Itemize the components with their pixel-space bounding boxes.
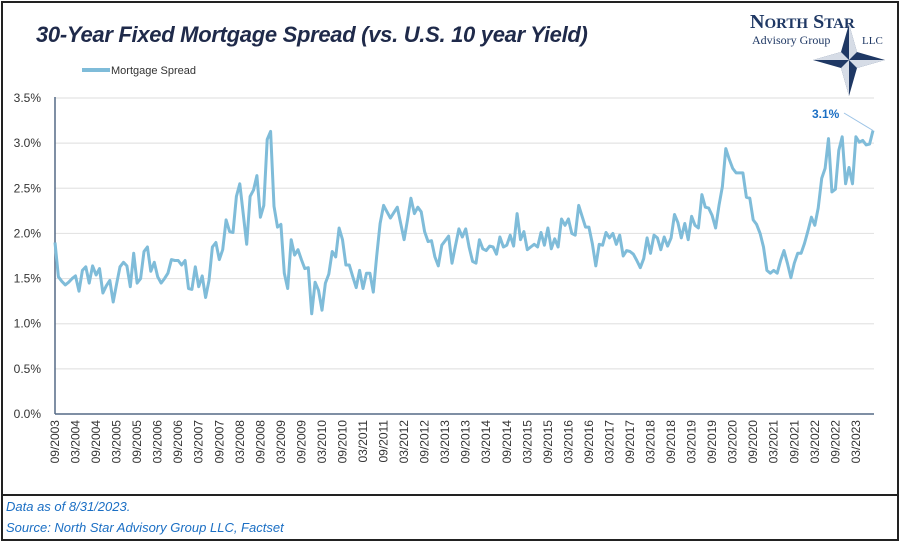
x-tick-label: 03/2021 xyxy=(767,420,781,464)
x-tick-label: 09/2011 xyxy=(377,420,391,463)
x-tick-label: 09/2004 xyxy=(89,420,103,464)
y-tick-label: 2.0% xyxy=(14,226,42,240)
x-tick-label: 03/2022 xyxy=(808,420,822,464)
x-tick-label: 09/2010 xyxy=(335,420,349,464)
x-tick-label: 09/2021 xyxy=(787,420,801,464)
x-tick-label: 09/2017 xyxy=(623,420,637,464)
x-tick-label: 09/2003 xyxy=(48,420,62,464)
y-axis-ticks: 0.0% 0.5% 1.0% 1.5% 2.0% 2.5% 3.0% 3.5% xyxy=(14,91,42,421)
gridlines xyxy=(55,97,874,370)
x-tick-label: 03/2019 xyxy=(685,420,699,464)
x-tick-label: 09/2012 xyxy=(418,420,432,464)
x-tick-label: 03/2010 xyxy=(315,420,329,464)
x-tick-label: 09/2015 xyxy=(541,420,555,464)
x-tick-label: 09/2019 xyxy=(705,420,719,464)
annotation-last-value: 3.1% xyxy=(812,107,840,121)
x-tick-label: 03/2009 xyxy=(274,420,288,464)
star-icon xyxy=(813,24,885,96)
x-tick-label: 03/2017 xyxy=(602,420,616,464)
y-tick-label: 3.0% xyxy=(14,136,42,150)
y-tick-label: 1.5% xyxy=(14,272,42,286)
legend-label: Mortgage Spread xyxy=(111,65,196,77)
x-tick-label: 09/2006 xyxy=(171,420,185,464)
x-tick-label: 09/2018 xyxy=(664,420,678,464)
x-tick-label: 03/2012 xyxy=(397,420,411,464)
x-tick-label: 09/2022 xyxy=(828,420,842,464)
x-tick-label: 09/2013 xyxy=(459,420,473,464)
x-tick-label: 09/2020 xyxy=(746,420,760,464)
x-tick-label: 03/2020 xyxy=(726,420,740,464)
x-tick-label: 03/2008 xyxy=(233,420,247,464)
x-tick-label: 03/2013 xyxy=(438,420,452,464)
y-tick-label: 1.0% xyxy=(14,317,42,331)
x-tick-label: 03/2016 xyxy=(561,420,575,464)
logo-line1: NORTH STAR xyxy=(750,11,855,33)
x-tick-label: 03/2015 xyxy=(520,420,534,464)
x-axis-ticks: 09/2003 03/2004 09/2004 03/2005 09/2005 03/20… xyxy=(48,420,863,464)
x-tick-label: 03/2014 xyxy=(479,420,493,464)
y-tick-label: 2.5% xyxy=(14,181,42,195)
footer-source: Source: North Star Advisory Group LLC, F… xyxy=(6,520,284,535)
x-tick-label: 03/2018 xyxy=(644,420,658,464)
footer-divider xyxy=(3,494,897,496)
x-tick-label: 09/2014 xyxy=(500,420,514,464)
x-tick-label: 03/2011 xyxy=(356,420,370,463)
x-tick-label: 03/2005 xyxy=(110,420,124,464)
x-tick-label: 09/2016 xyxy=(582,420,596,464)
x-tick-label: 09/2007 xyxy=(212,420,226,464)
chart-title: 30-Year Fixed Mortgage Spread (vs. U.S. … xyxy=(36,22,588,47)
annotation-leader-line xyxy=(843,112,874,131)
x-tick-label: 03/2004 xyxy=(69,420,83,464)
x-tick-label: 03/2006 xyxy=(151,420,165,464)
y-tick-label: 0.5% xyxy=(14,362,42,376)
north-star-logo: NORTH STAR Advisory Group LLC xyxy=(750,11,885,96)
logo-line3: LLC xyxy=(862,35,883,47)
y-tick-label: 0.0% xyxy=(14,407,42,421)
y-tick-label: 3.5% xyxy=(14,91,42,105)
series-line-mortgage-spread xyxy=(53,129,875,316)
x-tick-label: 03/2007 xyxy=(192,420,206,464)
x-tick-label: 09/2008 xyxy=(253,420,267,464)
legend: Mortgage Spread xyxy=(82,65,196,77)
x-tick-label: 09/2009 xyxy=(294,420,308,464)
footer-data-as-of: Data as of 8/31/2023. xyxy=(6,499,131,514)
logo-line2: Advisory Group xyxy=(752,33,830,47)
x-tick-label: 03/2023 xyxy=(849,420,863,464)
x-tick-label: 09/2005 xyxy=(130,420,144,464)
